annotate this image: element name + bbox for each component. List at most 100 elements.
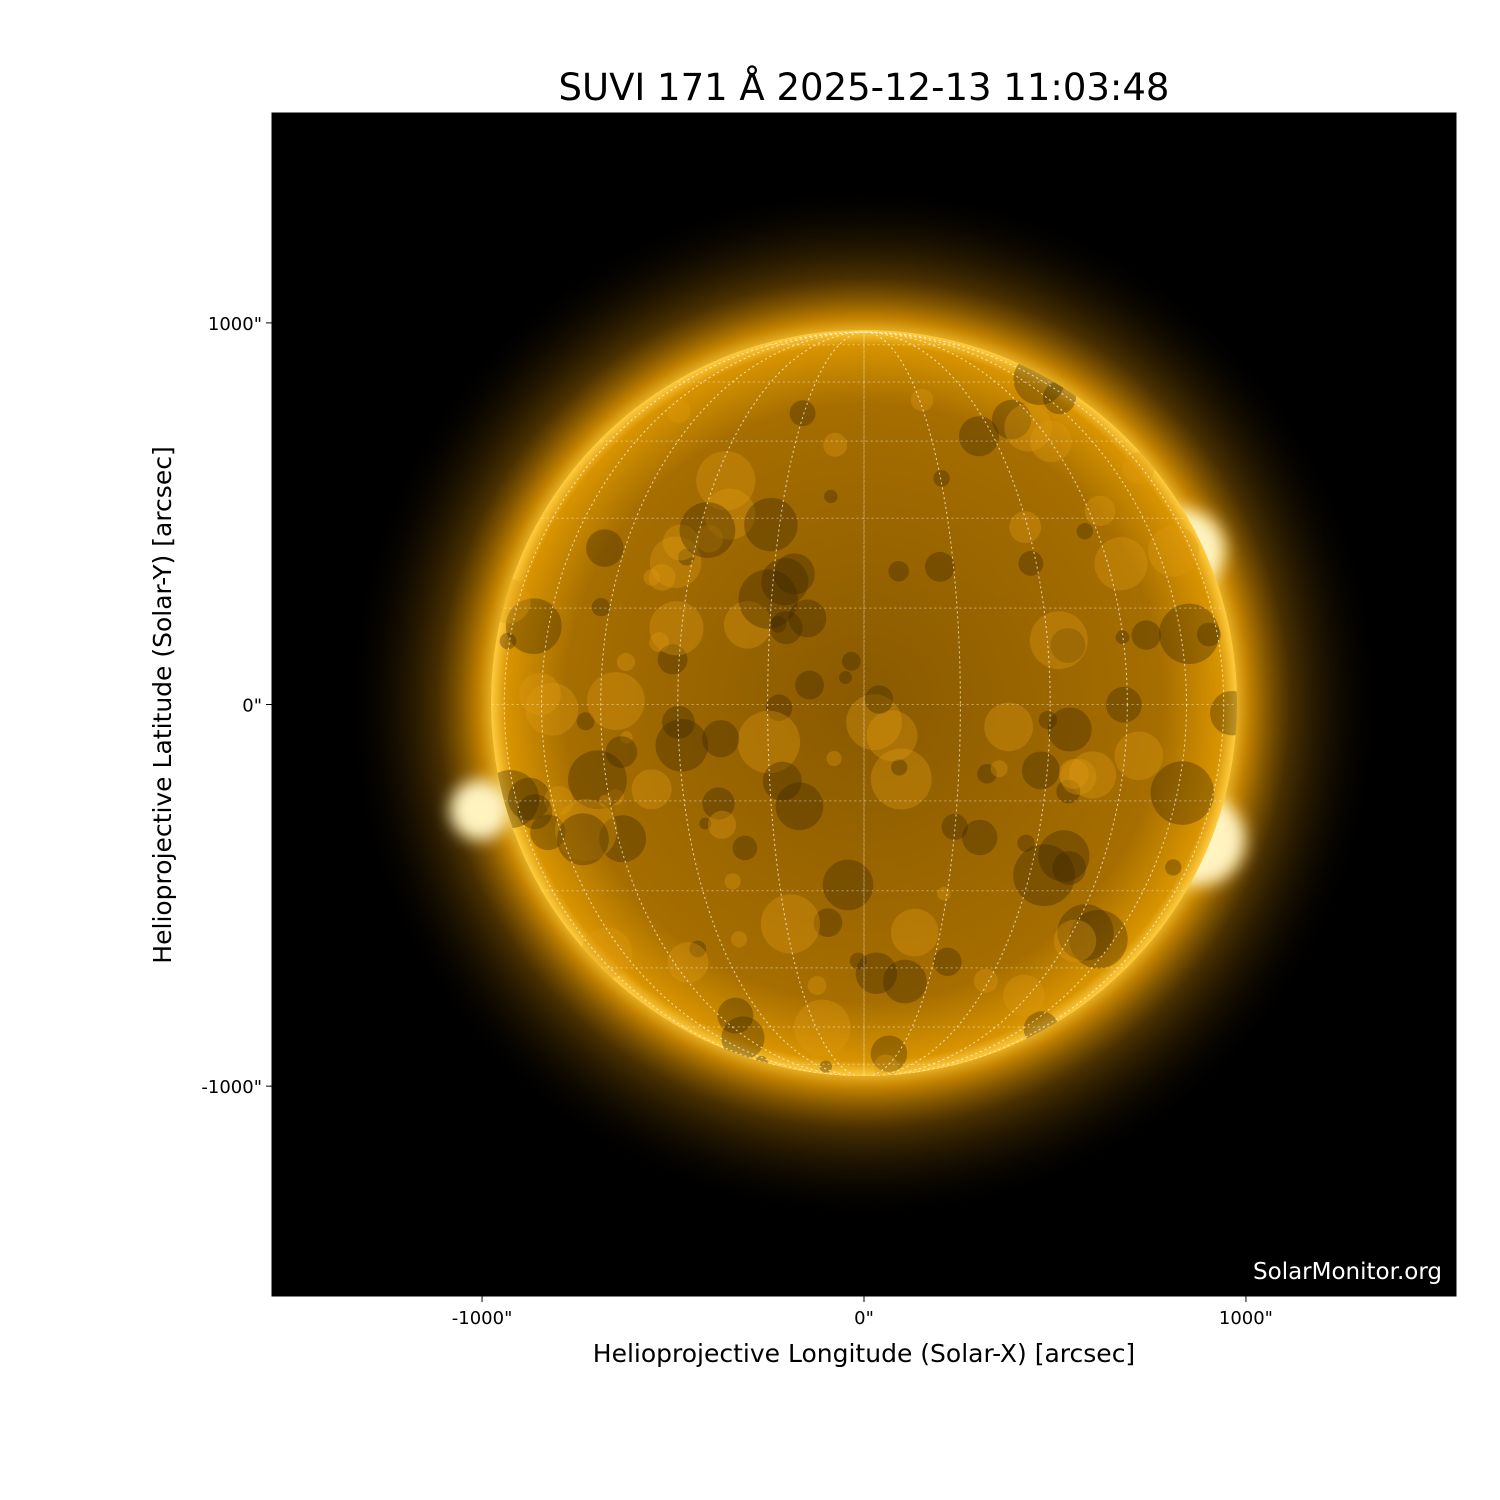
surface-texture <box>824 489 838 504</box>
longitude-line <box>600 331 1128 1076</box>
surface-texture <box>643 569 661 586</box>
surface-texture <box>1148 525 1199 577</box>
surface-texture <box>870 1035 908 1072</box>
surface-texture <box>1057 904 1114 961</box>
surface-texture <box>689 940 707 958</box>
solar-disk <box>491 330 1237 1076</box>
surface-texture <box>732 835 758 861</box>
surface-texture <box>873 1054 898 1076</box>
surface-texture <box>794 999 851 1057</box>
surface-texture <box>657 644 688 675</box>
y-tick-label: -1000" <box>201 1077 262 1098</box>
surface-texture <box>1017 834 1035 852</box>
surface-texture <box>977 764 997 784</box>
surface-texture <box>941 813 968 841</box>
surface-texture <box>1053 919 1097 963</box>
surface-texture <box>1122 451 1155 484</box>
surface-texture <box>599 815 647 863</box>
heliographic-grid <box>491 331 1237 1076</box>
surface-texture <box>631 769 672 810</box>
surface-texture <box>761 558 809 606</box>
surface-texture <box>1021 751 1060 790</box>
surface-texture <box>568 750 627 810</box>
surface-texture <box>721 1016 765 1060</box>
surface-texture <box>1038 710 1057 730</box>
surface-texture <box>530 814 566 851</box>
surface-texture <box>1060 758 1097 795</box>
chart-title: SUVI 171 Å 2025-12-13 11:03:48 <box>558 66 1170 109</box>
surface-texture <box>702 787 735 820</box>
surface-texture <box>696 451 756 511</box>
surface-texture <box>661 705 695 739</box>
surface-texture <box>649 601 704 656</box>
x-tick-label: 1000" <box>1219 1308 1273 1329</box>
surface-texture <box>910 388 934 412</box>
surface-texture <box>973 968 998 993</box>
longitude-line <box>541 331 1187 1076</box>
surface-texture <box>662 524 699 561</box>
surface-texture <box>543 785 574 816</box>
surface-texture <box>813 908 843 938</box>
surface-texture <box>586 672 645 730</box>
surface-texture <box>707 810 737 839</box>
surface-texture <box>924 551 955 582</box>
surface-texture <box>826 750 842 767</box>
surface-texture <box>555 799 618 862</box>
surface-texture <box>704 488 756 540</box>
surface-texture <box>1056 779 1081 804</box>
surface-texture <box>1013 844 1075 907</box>
surface-texture <box>1038 830 1090 882</box>
surface-texture <box>649 632 670 653</box>
longitude-line <box>503 331 1225 1076</box>
surface-texture <box>649 536 702 588</box>
surface-texture <box>775 782 824 831</box>
surface-texture <box>789 400 816 427</box>
surface-texture <box>1165 859 1182 876</box>
surface-texture <box>866 710 918 762</box>
surface-texture <box>737 710 801 774</box>
surface-texture <box>666 398 691 423</box>
surface-texture <box>1105 686 1142 723</box>
surface-texture <box>1030 420 1072 463</box>
watermark: SolarMonitor.org <box>1253 1259 1442 1285</box>
surface-texture <box>855 952 898 995</box>
surface-texture <box>1076 522 1094 540</box>
x-tick-label: -1000" <box>452 1308 513 1329</box>
longitude-line <box>541 331 1187 1076</box>
surface-texture <box>505 598 562 655</box>
surface-texture <box>1003 974 1045 1017</box>
surface-texture <box>864 685 894 714</box>
surface-texture <box>724 873 741 890</box>
surface-texture <box>984 702 1034 752</box>
surface-texture <box>1150 761 1215 825</box>
surface-texture <box>870 748 932 810</box>
surface-texture <box>620 731 633 744</box>
longitude-line <box>677 331 1051 1076</box>
surface-texture <box>699 817 712 830</box>
surface-texture <box>738 569 798 629</box>
surface-texture <box>819 1060 833 1073</box>
surface-texture <box>1114 731 1164 781</box>
surface-texture <box>1210 690 1237 736</box>
surface-texture <box>958 416 1000 457</box>
surface-texture <box>788 599 827 638</box>
surface-texture <box>765 694 793 721</box>
surface-texture <box>773 553 815 595</box>
longitude-line <box>503 331 1225 1076</box>
surface-texture <box>679 502 736 558</box>
surface-texture <box>769 616 787 633</box>
surface-texture <box>605 736 638 768</box>
surface-texture <box>762 761 802 801</box>
surface-texture <box>655 719 709 772</box>
surface-texture <box>1115 630 1130 645</box>
surface-texture <box>517 794 553 830</box>
surface-texture <box>525 682 579 736</box>
surface-texture <box>1050 628 1086 663</box>
surface-texture <box>1068 751 1117 799</box>
active-region <box>450 780 510 840</box>
surface-texture <box>1004 403 1053 452</box>
y-tick-label: 1000" <box>208 314 262 335</box>
surface-texture <box>1052 851 1087 885</box>
surface-texture <box>730 931 748 948</box>
